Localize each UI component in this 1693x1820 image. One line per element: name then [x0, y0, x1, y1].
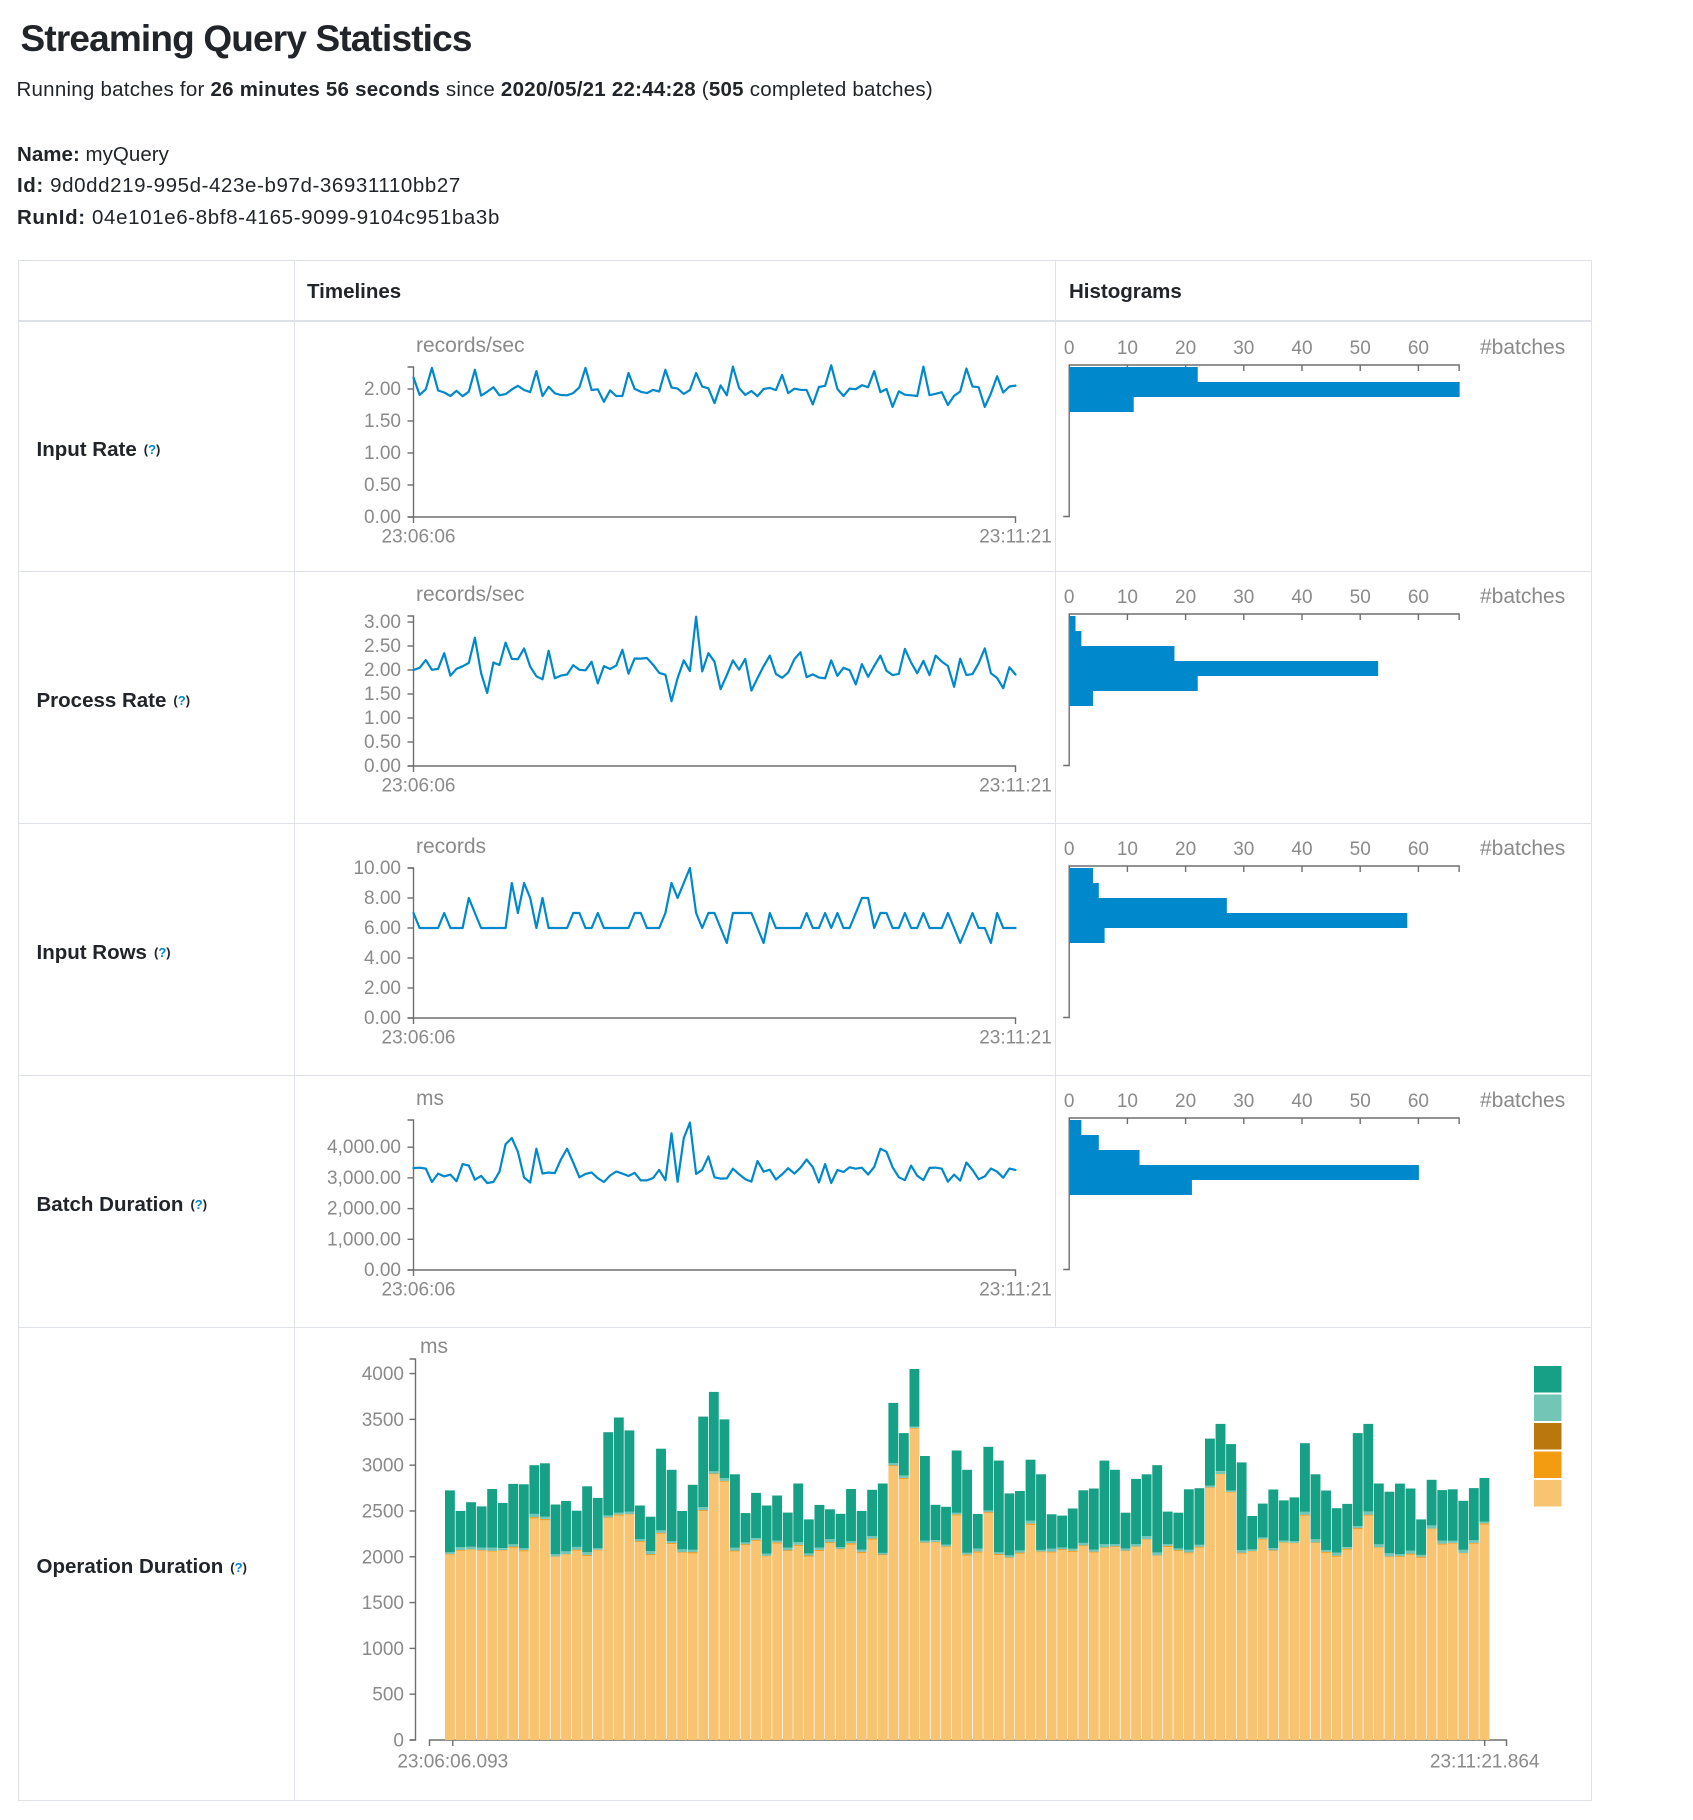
svg-text:#batches: #batches — [1480, 837, 1565, 860]
svg-text:3000: 3000 — [362, 1456, 404, 1477]
svg-text:40: 40 — [1291, 839, 1312, 860]
svg-text:50: 50 — [1350, 587, 1371, 608]
svg-text:23:06:06: 23:06:06 — [382, 1027, 456, 1048]
svg-text:#batches: #batches — [1480, 1089, 1565, 1112]
svg-text:30: 30 — [1233, 1091, 1254, 1112]
svg-text:0: 0 — [1064, 1091, 1075, 1112]
svg-text:#batches: #batches — [1480, 585, 1565, 608]
svg-text:2.50: 2.50 — [364, 636, 401, 657]
svg-text:60: 60 — [1408, 1091, 1429, 1112]
svg-text:50: 50 — [1350, 839, 1371, 860]
svg-text:30: 30 — [1233, 587, 1254, 608]
svg-text:23:06:06: 23:06:06 — [382, 775, 456, 796]
svg-text:20: 20 — [1175, 1091, 1196, 1112]
svg-text:records/sec: records/sec — [416, 583, 525, 606]
svg-text:6.00: 6.00 — [364, 918, 401, 939]
svg-text:2500: 2500 — [362, 1501, 404, 1522]
svg-text:1.50: 1.50 — [364, 684, 401, 705]
svg-text:0: 0 — [1064, 839, 1075, 860]
svg-text:records/sec: records/sec — [416, 334, 525, 357]
svg-text:20: 20 — [1175, 839, 1196, 860]
svg-text:records: records — [416, 835, 486, 858]
svg-text:40: 40 — [1291, 338, 1312, 359]
svg-text:10: 10 — [1117, 839, 1138, 860]
svg-text:1000: 1000 — [362, 1639, 404, 1660]
svg-text:0: 0 — [1064, 338, 1075, 359]
svg-text:23:11:21: 23:11:21 — [979, 526, 1052, 547]
svg-text:4,000.00: 4,000.00 — [327, 1137, 401, 1158]
svg-text:60: 60 — [1408, 338, 1429, 359]
svg-text:30: 30 — [1233, 839, 1254, 860]
svg-text:4000: 4000 — [362, 1364, 404, 1385]
svg-text:#batches: #batches — [1480, 336, 1565, 359]
svg-text:0.50: 0.50 — [364, 732, 401, 753]
svg-text:2,000.00: 2,000.00 — [327, 1198, 401, 1219]
svg-text:ms: ms — [416, 1087, 444, 1110]
svg-text:3.00: 3.00 — [364, 612, 401, 633]
svg-text:20: 20 — [1175, 338, 1196, 359]
svg-text:3,000.00: 3,000.00 — [327, 1167, 401, 1188]
svg-text:30: 30 — [1233, 338, 1254, 359]
svg-text:10.00: 10.00 — [353, 858, 401, 879]
svg-text:1.00: 1.00 — [364, 443, 401, 464]
svg-text:40: 40 — [1291, 1091, 1312, 1112]
svg-text:23:11:21: 23:11:21 — [979, 1279, 1052, 1300]
svg-text:23:11:21: 23:11:21 — [979, 1027, 1052, 1048]
svg-text:2000: 2000 — [362, 1547, 404, 1568]
svg-text:8.00: 8.00 — [364, 888, 401, 909]
svg-text:0.00: 0.00 — [364, 756, 401, 777]
svg-text:0.00: 0.00 — [364, 507, 401, 528]
svg-text:1,000.00: 1,000.00 — [327, 1229, 401, 1250]
svg-text:ms: ms — [420, 1335, 448, 1358]
svg-text:40: 40 — [1291, 587, 1312, 608]
svg-text:2.00: 2.00 — [364, 660, 401, 681]
svg-text:23:11:21.864: 23:11:21.864 — [1430, 1752, 1540, 1773]
svg-text:60: 60 — [1408, 587, 1429, 608]
svg-text:0.00: 0.00 — [364, 1260, 401, 1281]
svg-text:10: 10 — [1117, 338, 1138, 359]
svg-text:1.00: 1.00 — [364, 708, 401, 729]
svg-text:4.00: 4.00 — [364, 948, 401, 969]
svg-text:0: 0 — [393, 1731, 404, 1752]
svg-text:23:06:06.093: 23:06:06.093 — [397, 1752, 508, 1773]
svg-text:10: 10 — [1117, 1091, 1138, 1112]
svg-text:50: 50 — [1350, 1091, 1371, 1112]
svg-text:23:11:21: 23:11:21 — [979, 775, 1052, 796]
svg-text:0.50: 0.50 — [364, 475, 401, 496]
svg-text:1500: 1500 — [362, 1593, 404, 1614]
svg-text:500: 500 — [372, 1685, 404, 1706]
svg-text:0.00: 0.00 — [364, 1008, 401, 1029]
svg-text:3500: 3500 — [362, 1410, 404, 1431]
svg-text:1.50: 1.50 — [364, 411, 401, 432]
svg-text:0: 0 — [1064, 587, 1075, 608]
svg-text:50: 50 — [1350, 338, 1371, 359]
svg-text:60: 60 — [1408, 839, 1429, 860]
svg-text:23:06:06: 23:06:06 — [382, 1279, 456, 1300]
svg-text:10: 10 — [1117, 587, 1138, 608]
svg-text:2.00: 2.00 — [364, 379, 401, 400]
svg-text:2.00: 2.00 — [364, 978, 401, 999]
svg-text:20: 20 — [1175, 587, 1196, 608]
svg-text:23:06:06: 23:06:06 — [382, 526, 456, 547]
